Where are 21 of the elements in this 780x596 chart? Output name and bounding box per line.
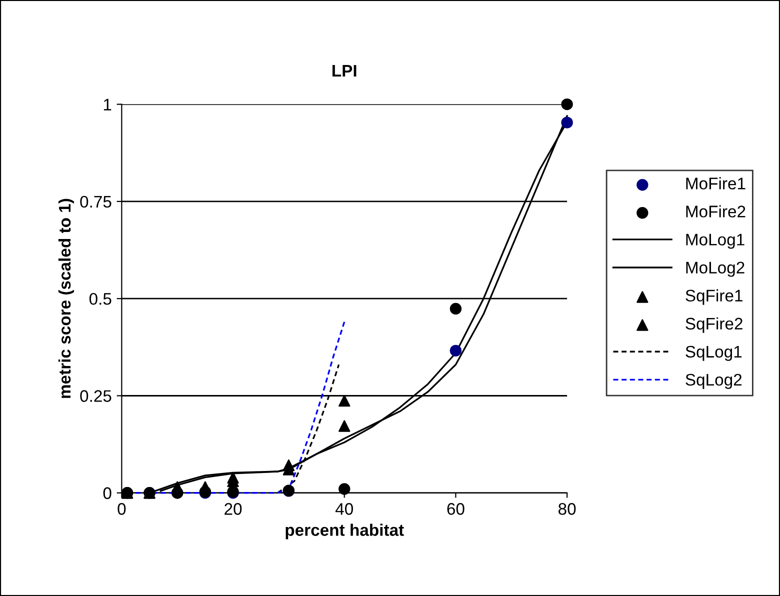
legend-label: SqFire1 bbox=[686, 289, 742, 305]
y-tick-label: 0.5 bbox=[89, 292, 112, 305]
legend-label: SqFire2 bbox=[686, 317, 742, 333]
chart-title: LPI bbox=[332, 65, 356, 77]
y-tick-label: 1 bbox=[104, 98, 112, 110]
legend-label: MoLog2 bbox=[686, 262, 744, 277]
x-tick-label: 20 bbox=[224, 503, 242, 515]
legend-label: MoFire1 bbox=[686, 177, 746, 190]
legend-label: MoFire2 bbox=[686, 205, 746, 218]
x-tick-label: 40 bbox=[335, 503, 353, 515]
y-tick-label: 0.75 bbox=[80, 196, 112, 208]
legend-label: MoLog1 bbox=[686, 234, 744, 249]
x-axis-title: percent habitat bbox=[286, 524, 404, 540]
y-axis-title: metric score (scaled to 1) bbox=[58, 198, 74, 398]
legend-label: SqLog2 bbox=[686, 374, 742, 389]
legend-label: SqLog1 bbox=[686, 346, 742, 361]
x-tick-label: 80 bbox=[558, 503, 576, 515]
y-tick-label: 0 bbox=[103, 487, 112, 500]
x-tick-label: 0 bbox=[118, 503, 126, 515]
y-tick-label: 0.25 bbox=[80, 390, 112, 402]
x-tick-label: 60 bbox=[447, 503, 464, 515]
